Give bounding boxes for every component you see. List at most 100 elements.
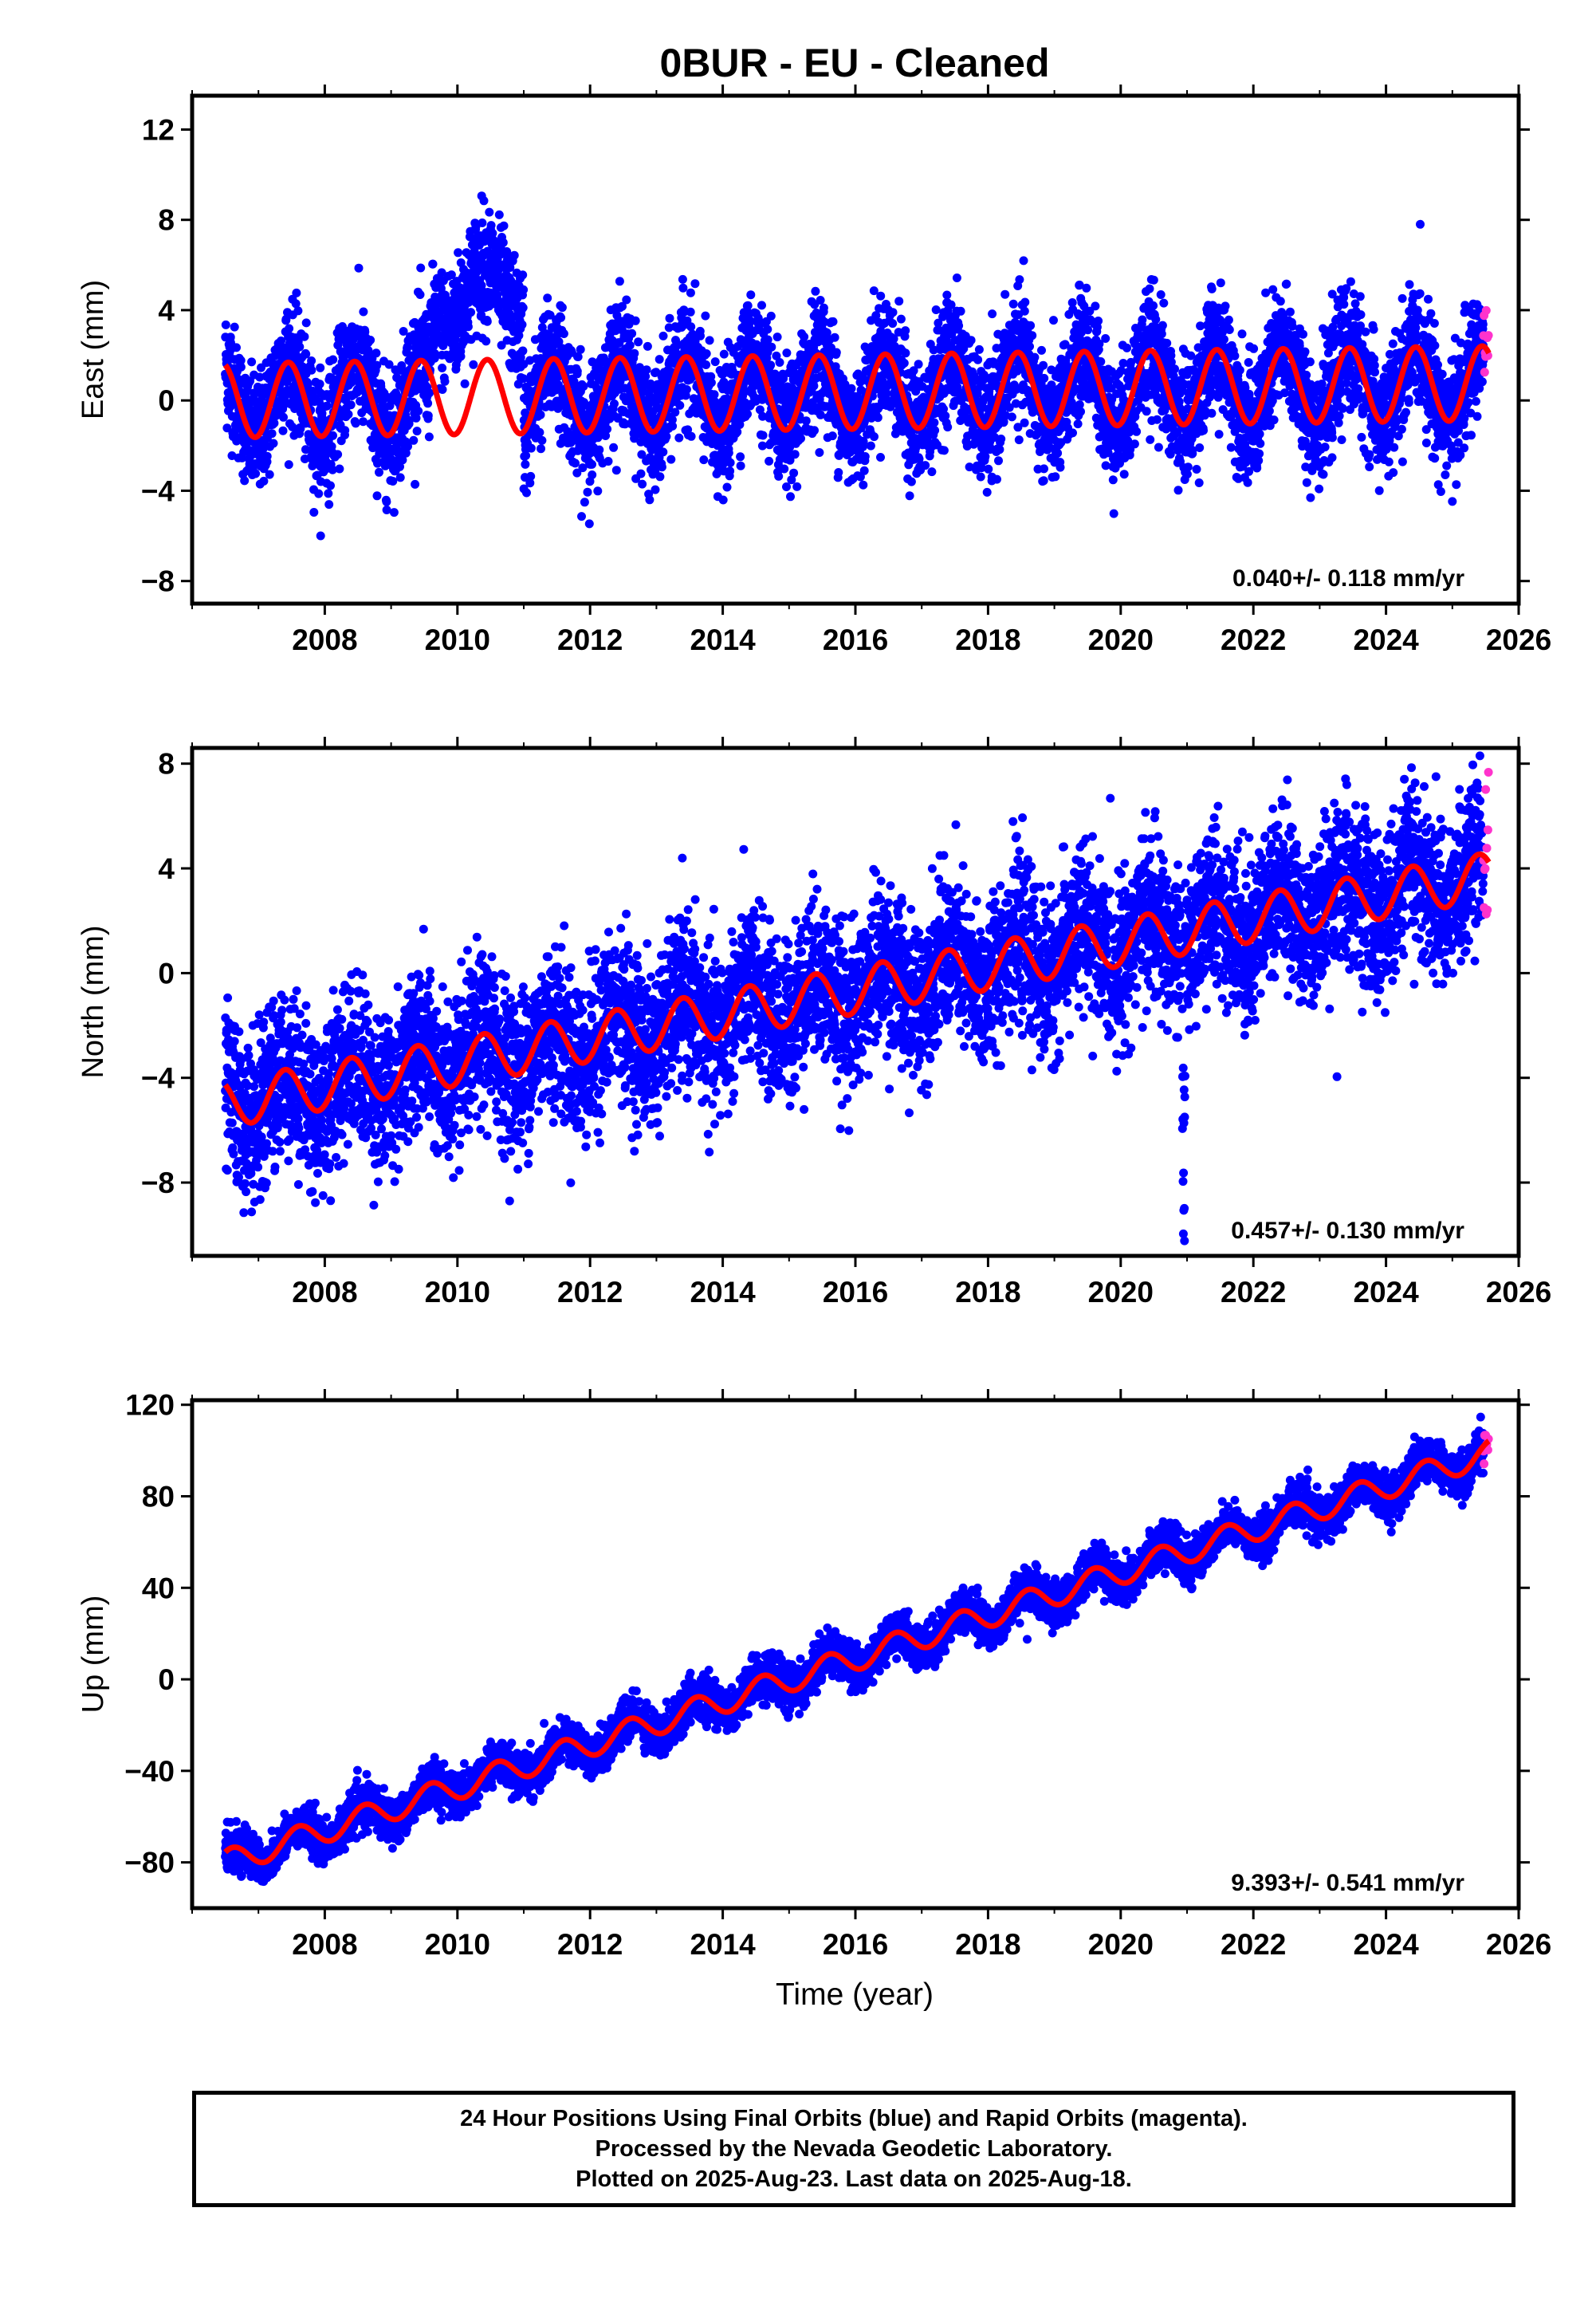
data-point — [815, 448, 824, 457]
data-point — [894, 297, 904, 306]
data-point — [583, 487, 592, 497]
data-point — [665, 313, 674, 323]
data-point — [478, 218, 487, 227]
data-point — [382, 497, 391, 506]
data-point — [518, 270, 528, 280]
data-point — [526, 471, 536, 481]
data-point — [269, 419, 279, 428]
data-point — [625, 340, 635, 350]
data-point — [674, 433, 684, 443]
data-point — [1026, 321, 1036, 330]
data-point — [634, 337, 643, 347]
data-point — [603, 457, 613, 466]
data-point — [655, 472, 665, 482]
data-point — [577, 512, 586, 521]
data-point — [725, 458, 735, 467]
data-point — [278, 426, 288, 435]
data-point — [351, 419, 360, 428]
data-point — [942, 290, 952, 300]
data-point — [1051, 472, 1060, 482]
data-point — [411, 479, 420, 489]
data-point — [706, 378, 716, 388]
data-point — [866, 441, 875, 451]
data-point — [930, 418, 939, 427]
data-point — [572, 367, 582, 376]
data-point — [931, 305, 941, 314]
data-point — [1014, 435, 1024, 445]
data-point — [710, 357, 720, 367]
data-point — [642, 365, 651, 375]
data-point — [293, 306, 303, 316]
data-point — [412, 427, 422, 436]
data-point — [675, 400, 685, 410]
data-point — [682, 385, 691, 394]
data-point — [790, 450, 800, 459]
data-point — [454, 248, 463, 258]
data-point — [724, 448, 733, 458]
data-point — [847, 384, 856, 393]
data-point — [359, 417, 368, 427]
data-point — [232, 343, 241, 352]
data-point — [301, 349, 311, 359]
data-point — [973, 355, 983, 364]
data-point — [796, 434, 805, 443]
data-point — [1015, 275, 1024, 285]
data-point — [1049, 316, 1058, 325]
data-point — [701, 311, 710, 321]
data-point — [766, 311, 776, 321]
data-point — [340, 426, 350, 435]
data-point — [772, 333, 782, 342]
data-point — [603, 424, 612, 434]
data-point — [251, 469, 261, 478]
data-point — [651, 485, 660, 494]
data-point — [326, 481, 335, 490]
data-point — [335, 464, 344, 474]
data-point — [262, 451, 272, 461]
data-point — [301, 318, 311, 328]
data-point — [718, 495, 728, 505]
data-point — [770, 369, 780, 379]
data-point — [782, 348, 792, 358]
data-point — [316, 531, 325, 541]
data-point — [615, 277, 624, 286]
data-point — [976, 472, 985, 482]
data-point — [364, 345, 373, 355]
data-point — [974, 344, 984, 354]
data-point — [988, 309, 997, 319]
data-point — [609, 443, 619, 452]
data-point — [860, 452, 870, 461]
data-point — [259, 476, 269, 486]
data-point — [486, 221, 496, 230]
data-point — [240, 476, 250, 486]
data-point — [230, 322, 239, 332]
data-point — [482, 336, 491, 346]
data-point — [485, 207, 494, 217]
data-point — [579, 382, 588, 391]
data-point — [1094, 317, 1103, 325]
data-point — [1007, 412, 1016, 422]
data-point — [324, 500, 334, 510]
data-point — [622, 295, 631, 305]
data-point — [888, 319, 898, 329]
data-point — [966, 336, 976, 345]
data-point — [519, 285, 529, 294]
data-point — [359, 307, 368, 317]
data-point — [291, 299, 301, 309]
data-point — [774, 471, 784, 481]
data-point — [388, 477, 398, 486]
data-point — [696, 331, 705, 340]
data-point — [315, 380, 324, 389]
data-point — [372, 491, 382, 501]
data-point — [438, 385, 447, 394]
data-point — [830, 333, 839, 342]
data-point — [333, 450, 343, 459]
data-point — [757, 301, 766, 310]
data-point — [371, 348, 381, 358]
chart-title: 0BUR - EU - Cleaned — [660, 41, 1050, 85]
data-point — [1040, 464, 1048, 474]
data-point — [518, 346, 528, 356]
data-point — [522, 488, 531, 498]
data-point — [1068, 428, 1077, 438]
data-point — [994, 456, 1003, 466]
